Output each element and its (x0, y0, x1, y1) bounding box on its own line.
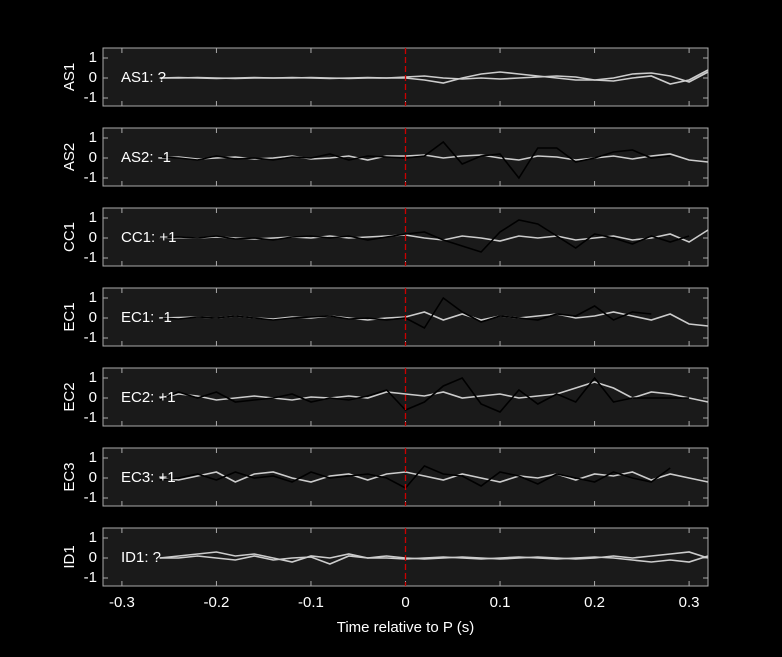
trace (159, 465, 671, 490)
y-tick-label: 0 (89, 549, 97, 566)
x-tick-label: -0.3 (109, 594, 135, 611)
y-tick-label: -1 (84, 169, 97, 186)
y-axis-label: ID1 (61, 545, 78, 568)
trace (159, 140, 671, 180)
x-tick-label: 0.2 (584, 594, 605, 611)
x-tick-label: -0.1 (298, 594, 324, 611)
annotation: ID1: ? (121, 549, 161, 566)
y-tick-label: 1 (89, 209, 97, 226)
y-tick-label: 0 (89, 69, 97, 86)
annotation: AS2: -1 (121, 149, 171, 166)
x-tick-label: 0.1 (490, 594, 511, 611)
y-tick-label: 0 (89, 229, 97, 246)
y-tick-label: 1 (89, 369, 97, 386)
y-tick-label: -1 (84, 569, 97, 586)
trace (159, 471, 709, 483)
trace (159, 219, 690, 253)
y-tick-label: 1 (89, 129, 97, 146)
y-tick-label: 1 (89, 449, 97, 466)
trace (159, 376, 690, 413)
y-axis-label: CC1 (61, 222, 78, 252)
y-axis-label: EC2 (61, 382, 78, 411)
x-tick-label: -0.2 (204, 594, 230, 611)
annotation: EC3: +1 (121, 469, 176, 486)
y-tick-label: -1 (84, 409, 97, 426)
annotation: EC1: -1 (121, 309, 172, 326)
y-tick-label: 0 (89, 469, 97, 486)
y-tick-label: -1 (84, 249, 97, 266)
x-axis-label: Time relative to P (s) (337, 619, 475, 636)
y-axis-label: AS2 (61, 143, 78, 171)
annotation: EC2: +1 (121, 389, 176, 406)
y-tick-label: -1 (84, 329, 97, 346)
trace (159, 69, 709, 85)
y-tick-label: 1 (89, 529, 97, 546)
y-tick-label: 0 (89, 309, 97, 326)
trace (159, 555, 709, 565)
y-tick-label: 1 (89, 289, 97, 306)
annotation: AS1: ? (121, 69, 166, 86)
y-tick-label: 1 (89, 49, 97, 66)
y-axis-label: EC1 (61, 302, 78, 331)
y-tick-label: 0 (89, 149, 97, 166)
trace (159, 551, 709, 563)
y-tick-label: -1 (84, 89, 97, 106)
x-tick-label: 0.3 (679, 594, 700, 611)
y-axis-label: AS1 (61, 63, 78, 91)
y-tick-label: 0 (89, 389, 97, 406)
annotation: CC1: +1 (121, 229, 176, 246)
y-axis-label: EC3 (61, 462, 78, 491)
x-tick-label: 0 (401, 594, 409, 611)
y-tick-label: -1 (84, 489, 97, 506)
